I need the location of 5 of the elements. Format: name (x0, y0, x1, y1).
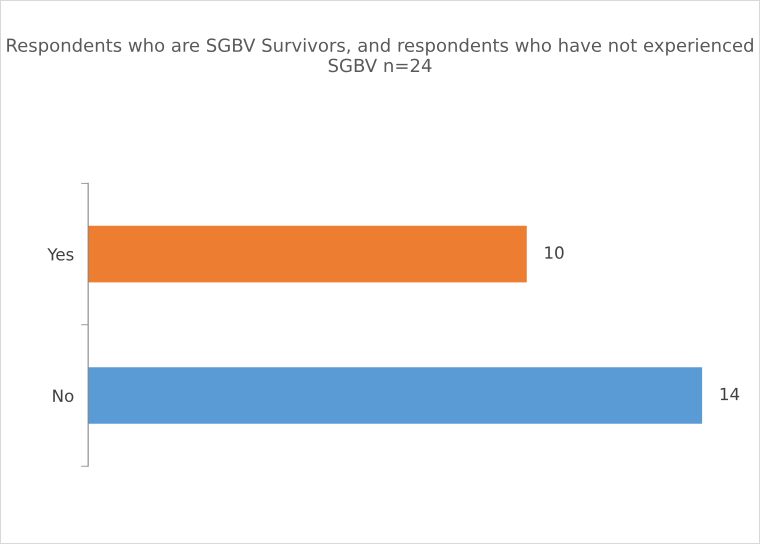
data-label: 10 (545, 246, 564, 259)
y-tick-label: Yes (47, 248, 74, 261)
data-label: 14 (720, 388, 740, 400)
y-tick-label: No (53, 390, 74, 402)
chart-title: Respondents who are SGBV Survivors, and respondents who have not experienced SGBV n=24 (7, 38, 753, 72)
